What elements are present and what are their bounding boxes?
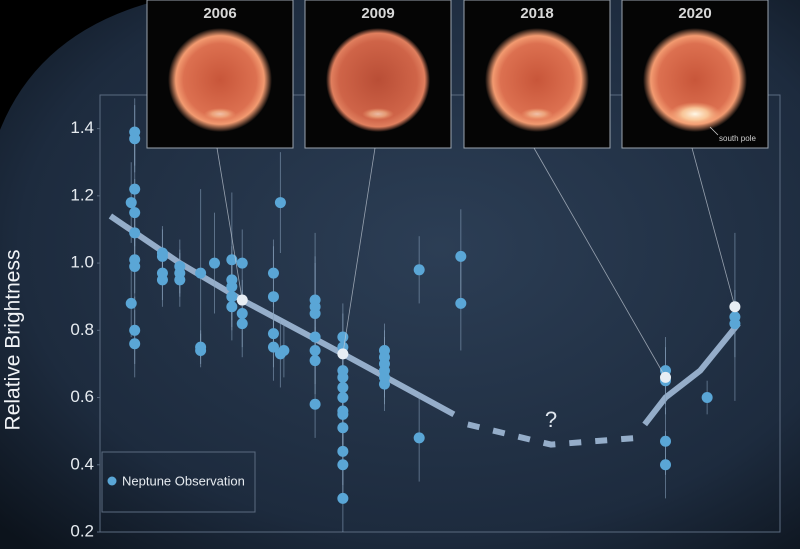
planet-disk: [326, 28, 430, 132]
data-point: [337, 381, 349, 393]
data-point: [309, 308, 321, 319]
legend-box: [101, 451, 256, 513]
planet-disk: [168, 28, 272, 132]
data-point: [455, 250, 467, 262]
data-point: [701, 392, 713, 404]
data-point: [337, 392, 349, 404]
trend-line: [467, 421, 638, 448]
highlight-point: [729, 301, 741, 313]
data-point: [337, 371, 349, 383]
data-point: [337, 445, 349, 457]
data-point: [413, 432, 425, 444]
data-point: [156, 274, 168, 286]
planet-glow: [204, 108, 236, 120]
data-point: [413, 264, 425, 276]
data-point: [309, 355, 321, 367]
data-point: [337, 492, 349, 504]
data-point: [208, 257, 220, 269]
pole-label: south pole: [719, 134, 756, 143]
data-point: [129, 227, 141, 239]
data-point: [278, 344, 290, 356]
data-point: [309, 344, 321, 356]
y-tick-label: 1.4: [70, 118, 94, 137]
data-point: [226, 254, 238, 266]
highlight-point: [660, 371, 672, 383]
leader-line: [533, 147, 666, 378]
data-point: [236, 318, 248, 330]
data-point: [236, 257, 248, 269]
data-point: [129, 324, 141, 336]
data-point: [309, 331, 321, 343]
data-point: [337, 422, 349, 434]
data-point: [274, 197, 286, 209]
leader-line: [342, 147, 376, 354]
data-point: [195, 344, 207, 356]
legend-marker: [107, 476, 117, 486]
data-point: [226, 301, 238, 313]
y-axis-label: Relative Brightness: [2, 250, 25, 431]
data-point: [226, 291, 238, 303]
data-point: [267, 267, 279, 279]
legend-label: Neptune Observation: [122, 473, 245, 488]
planet-glow: [362, 108, 394, 120]
data-point: [660, 435, 672, 447]
y-tick-label: 0.8: [70, 320, 94, 339]
data-point: [309, 398, 321, 410]
legend: Neptune Observation: [101, 451, 256, 513]
leader-line: [216, 147, 243, 301]
data-point: [267, 341, 279, 353]
data-point: [226, 281, 238, 293]
highlight-point: [236, 294, 248, 306]
data-point: [267, 328, 279, 340]
planet-glow: [669, 102, 721, 126]
data-point: [236, 308, 248, 319]
gap-label: ?: [545, 407, 557, 432]
image-row: 2006 2009 2018 2020 south pole: [146, 0, 769, 149]
data-point: [174, 274, 186, 286]
y-tick-label: 1.2: [70, 185, 94, 204]
data-point: [337, 459, 349, 471]
data-point: [378, 378, 390, 390]
image-year: 2009: [361, 5, 394, 22]
data-point: [455, 297, 467, 309]
leader-line: [691, 147, 736, 307]
y-tick-label: 0.6: [70, 387, 94, 406]
image-year: 2018: [520, 5, 553, 22]
data-point: [267, 291, 279, 303]
data-point: [129, 183, 141, 195]
data-point: [129, 207, 141, 219]
planet-glow: [521, 108, 553, 120]
y-tick-label: 1.0: [70, 253, 94, 272]
planet-disk: [485, 28, 589, 132]
y-tick-label: 0.4: [70, 454, 94, 473]
data-point: [129, 338, 141, 350]
image-year: 2020: [678, 5, 711, 22]
image-year: 2006: [203, 5, 236, 22]
data-point: [729, 318, 741, 330]
pole-pointer: [709, 126, 719, 136]
planet-disk: [643, 28, 747, 132]
data-point: [195, 267, 207, 279]
data-point: [129, 133, 141, 145]
trend-line: [642, 321, 741, 427]
highlight-point: [337, 348, 349, 360]
data-point: [125, 297, 137, 309]
data-point: [660, 459, 672, 471]
data-point: [129, 260, 141, 272]
data-point: [156, 250, 168, 262]
data-point: [125, 197, 137, 209]
data-point: [337, 331, 349, 343]
y-tick-label: 0.2: [70, 521, 94, 540]
data-point: [337, 408, 349, 420]
